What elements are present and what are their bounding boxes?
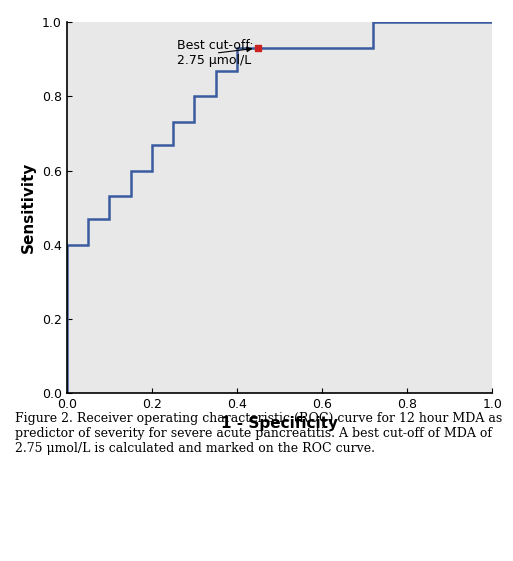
Text: Best cut-off:
2.75 μmol/L: Best cut-off: 2.75 μmol/L: [177, 39, 254, 67]
X-axis label: 1 - Specificity: 1 - Specificity: [221, 416, 338, 431]
Y-axis label: Sensitivity: Sensitivity: [21, 162, 36, 253]
Text: Figure 2. Receiver operating characteristic (ROC) curve for 12 hour MDA as predi: Figure 2. Receiver operating characteris…: [15, 412, 503, 456]
